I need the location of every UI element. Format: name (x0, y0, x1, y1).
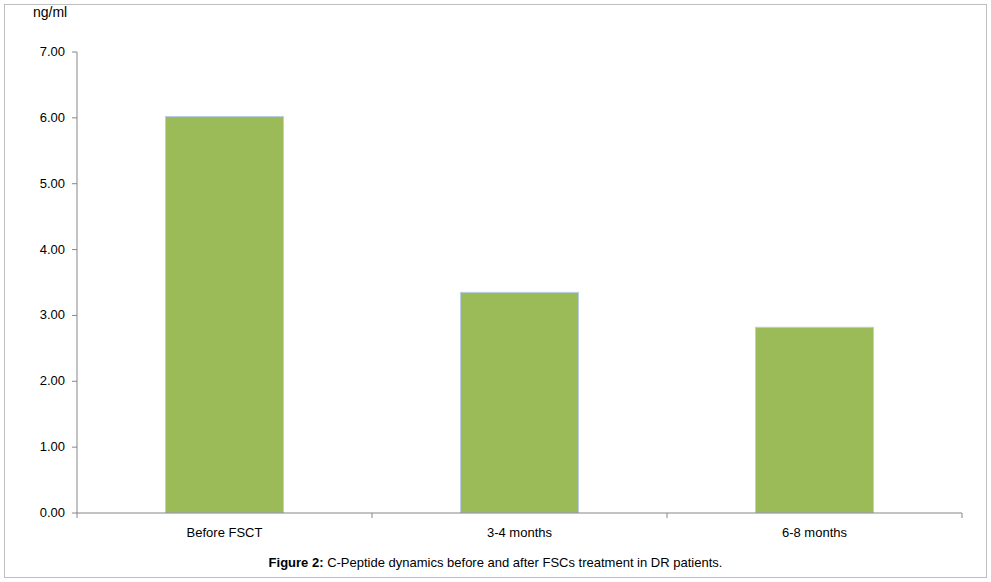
y-tick (72, 183, 77, 184)
y-tick-label: 0.00 (40, 505, 65, 520)
bar (461, 292, 579, 513)
x-tick (77, 513, 78, 518)
chart-container: 0.00 1.00 2.00 3.00 4.00 5.00 6.00 7.00 Before F… (0, 0, 991, 582)
chart: 0.00 1.00 2.00 3.00 4.00 5.00 6.00 7.00 Before F… (0, 0, 991, 582)
y-tick (72, 249, 77, 250)
y-tick (72, 315, 77, 316)
y-tick-label: 4.00 (40, 242, 65, 257)
y-tick (72, 447, 77, 448)
y-axis-label: ng/ml (33, 4, 67, 20)
title: Figure 2: C-Peptide dynamics before and … (269, 555, 723, 570)
x-tick (667, 513, 668, 518)
x-tick-label: Before FSCT (187, 525, 263, 540)
y-tick-label: 1.00 (40, 439, 65, 454)
y-tick (72, 381, 77, 382)
y-tick-label: 6.00 (40, 110, 65, 125)
x-axis (77, 513, 962, 514)
y-tick (72, 513, 77, 514)
y-tick-label: 7.00 (40, 44, 65, 59)
frame (5, 5, 987, 578)
y-tick-label: 2.00 (40, 373, 65, 388)
y-tick-label: 5.00 (40, 176, 65, 191)
y-tick-label: 3.00 (40, 307, 65, 322)
bar (166, 117, 284, 513)
x-tick-label: 3-4 months (487, 525, 553, 540)
y-tick (72, 52, 77, 53)
x-tick (962, 513, 963, 518)
y-tick (72, 117, 77, 118)
y-axis (77, 52, 78, 513)
x-tick-label: 6-8 months (782, 525, 848, 540)
x-tick (372, 513, 373, 518)
bar (756, 327, 874, 513)
bars (166, 117, 874, 513)
